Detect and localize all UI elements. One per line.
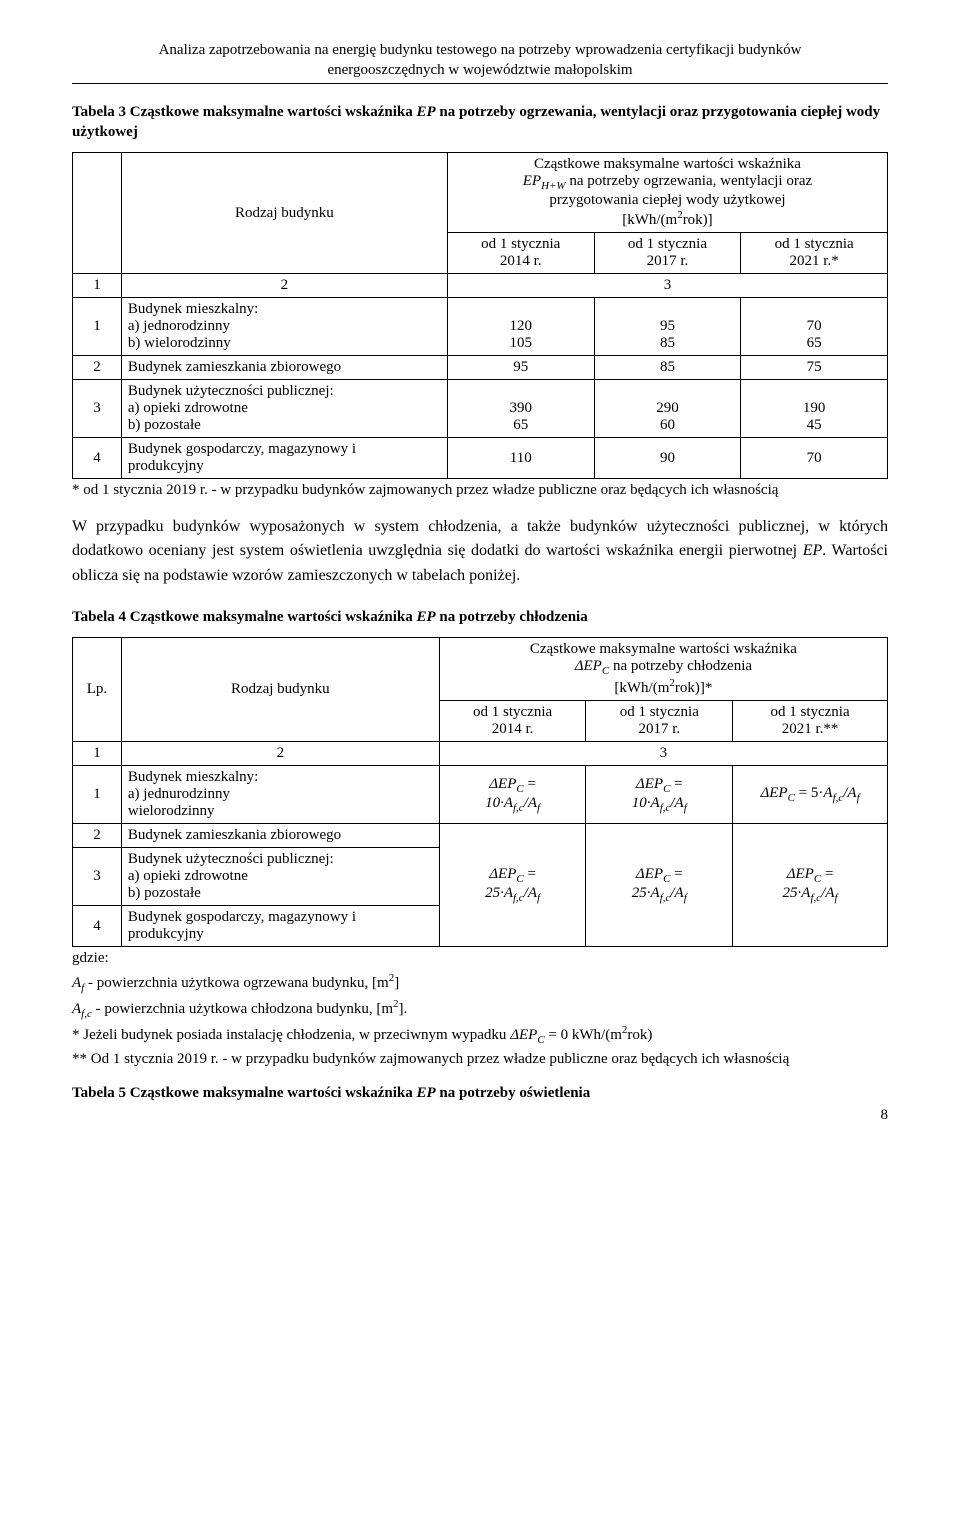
t4-r3-num: 3 [73,848,122,906]
t3-r3-c2: 29060 [594,380,741,438]
legend-star1: * Jeżeli budynek posiada instalację chło… [72,1023,888,1047]
legend-af: Af - powierzchnia użytkowa ogrzewana bud… [72,971,888,995]
t3-r4-label: Budynek gospodarczy, magazynowy i produk… [121,438,447,479]
t4-col-a: od 1 stycznia2014 r. [439,701,586,742]
t4-col-c: od 1 stycznia2021 r.** [733,701,888,742]
t4-r1-label: Budynek mieszkalny: a) jednurodzinny wie… [121,766,439,824]
header-line1: Analiza zapotrzebowania na energię budyn… [159,42,802,58]
t4-numrow-r: 3 [439,742,887,766]
table4-caption: Tabela 4 Cząstkowe maksymalne wartości w… [72,607,888,627]
t3-r4-num: 4 [73,438,122,479]
t3-col-b: od 1 stycznia2017 r. [594,233,741,274]
t3-r4-c3: 70 [741,438,888,479]
t3-numrow-m: 2 [121,274,447,298]
t3-r2-num: 2 [73,356,122,380]
table3: Rodzaj budynku Cząstkowe maksymalne wart… [72,152,888,479]
t4-numrow-l: 1 [73,742,122,766]
t4-r1-num: 1 [73,766,122,824]
table5-caption: Tabela 5 Cząstkowe maksymalne wartości w… [72,1083,888,1103]
t3-col-a: od 1 stycznia2014 r. [447,233,594,274]
t4-r2-num: 2 [73,824,122,848]
t3-r3-c1: 39065 [447,380,594,438]
t3-r3-label: Budynek użyteczności publicznej: a) opie… [121,380,447,438]
t4-r2-label: Budynek zamieszkania zbiorowego [121,824,439,848]
t3-r2-label: Budynek zamieszkania zbiorowego [121,356,447,380]
header-line2: energooszczędnych w województwie małopol… [327,62,632,78]
t3-footnote: * od 1 stycznia 2019 r. - w przypadku bu… [72,481,888,501]
t3-r3-c3: 19045 [741,380,888,438]
t3-r1-label: Budynek mieszkalny: a) jednorodzinny b) … [121,298,447,356]
t3-r4-c2: 90 [594,438,741,479]
table3-caption: Tabela 3 Cząstkowe maksymalne wartości w… [72,102,888,143]
table4: Lp. Rodzaj budynku Cząstkowe maksymalne … [72,637,888,947]
t4-r1-c1: ΔEPC = 10·Af,c/Af [439,766,586,824]
t3-col-c: od 1 stycznia2021 r.* [741,233,888,274]
legend-where: gdzie: [72,949,888,969]
legend-star2: ** Od 1 stycznia 2019 r. - w przypadku b… [72,1050,888,1070]
t3-r2-c2: 85 [594,356,741,380]
t4-heading-lp: Lp. [73,638,122,742]
t3-heading-block: Cząstkowe maksymalne wartości wskaźnika … [447,153,887,233]
page-number: 8 [72,1107,888,1124]
t4-merged-c1: ΔEPC = 25·Af,c/Af [439,824,586,947]
page-header: Analiza zapotrzebowania na energię budyn… [72,40,888,84]
t4-r4-label: Budynek gospodarczy, magazynowy i produk… [121,906,439,947]
t3-r2-c3: 75 [741,356,888,380]
t4-heading-block: Cząstkowe maksymalne wartości wskaźnika … [439,638,887,701]
t4-numrow-m: 2 [121,742,439,766]
t4-col-b: od 1 stycznia2017 r. [586,701,733,742]
t3-r3-num: 3 [73,380,122,438]
t3-r1-num: 1 [73,298,122,356]
t4-heading-type: Rodzaj budynku [121,638,439,742]
t4-r4-num: 4 [73,906,122,947]
t4-merged-c3: ΔEPC = 25·Af,c/Af [733,824,888,947]
t4-r1-c2: ΔEPC = 10·Af,c/Af [586,766,733,824]
t4-merged-c2: ΔEPC = 25·Af,c/Af [586,824,733,947]
t4-r1-c3: ΔEPC = 5·Af,c/Af [733,766,888,824]
t4-r3-label: Budynek użyteczności publicznej: a) opie… [121,848,439,906]
t3-r1-c1: 120105 [447,298,594,356]
t3-numrow-l: 1 [73,274,122,298]
t3-r1-c2: 9585 [594,298,741,356]
t4-legend: gdzie: Af - powierzchnia użytkowa ogrzew… [72,949,888,1069]
legend-afc: Af,c - powierzchnia użytkowa chłodzona b… [72,997,888,1021]
t3-heading-type: Rodzaj budynku [121,153,447,274]
t3-r4-c1: 110 [447,438,594,479]
body-paragraph: W przypadku budynków wyposażonych w syst… [72,515,888,589]
t3-r1-c3: 7065 [741,298,888,356]
t3-numrow-r: 3 [447,274,887,298]
t3-r2-c1: 95 [447,356,594,380]
